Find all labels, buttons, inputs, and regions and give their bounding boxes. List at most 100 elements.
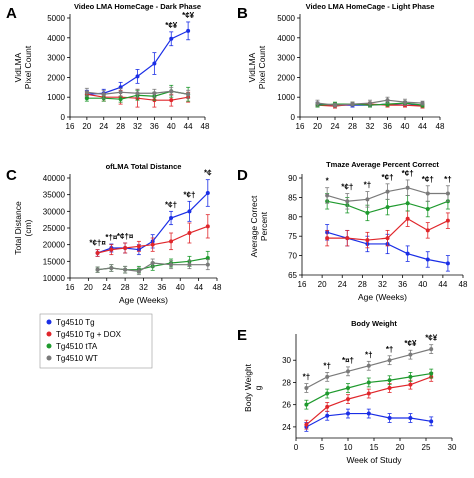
y-tick-label: 90 — [288, 174, 297, 183]
data-point — [169, 262, 174, 267]
series-TgDox — [304, 372, 434, 430]
data-point — [150, 242, 155, 247]
data-point — [385, 189, 390, 194]
significance-label: *¢† — [382, 173, 394, 182]
data-point — [346, 369, 350, 374]
chart-title: Video LMA HomeCage - Light Phase — [306, 2, 435, 11]
data-point — [205, 256, 210, 260]
x-tick-label: 28 — [121, 283, 130, 292]
x-tick-label: 32 — [133, 122, 142, 131]
data-point — [136, 244, 141, 249]
y-tick-label: 0 — [61, 113, 66, 122]
y-axis-label: VidLMAPixel Count — [13, 45, 33, 89]
panel-D: D Tmaze Average Percent Correct 16 20 24 28 32… — [237, 160, 468, 302]
significance-label: *† — [444, 175, 452, 184]
data-point — [408, 416, 413, 420]
data-point — [325, 404, 330, 409]
panel-E: E Body Weight 0 5 10 15 20 25 30 24 26 28 30 Week of … — [237, 319, 457, 465]
data-point — [387, 416, 392, 420]
x-tick-label: 0 — [294, 443, 299, 452]
data-point — [408, 382, 413, 387]
y-tick-label: 2000 — [47, 73, 65, 82]
series-Tg — [84, 21, 191, 99]
legend-label: Tg4510 tTA — [56, 342, 98, 351]
series-WT — [304, 344, 434, 393]
y-tick-label: 28 — [282, 378, 291, 387]
y-tick-label: 1000 — [277, 93, 295, 102]
x-tick-label: 20 — [313, 122, 322, 131]
significance-label: *¢† — [165, 200, 177, 209]
y-tick-label: 30 — [282, 356, 291, 365]
data-point — [420, 101, 425, 106]
data-point — [346, 411, 350, 416]
data-point — [429, 371, 434, 376]
series-tTA — [304, 368, 434, 410]
x-tick-label: 44 — [184, 122, 193, 131]
x-tick-label: 48 — [213, 283, 222, 292]
data-point — [425, 191, 430, 196]
x-tick-label: 16 — [66, 283, 75, 292]
x-tick-label: 40 — [418, 280, 427, 289]
y-tick-label: 35000 — [43, 191, 66, 200]
panel-A: A Video LMA HomeCage - Dark Phase 16 20 24 28… — [6, 2, 210, 131]
significance-label: *¢†¤ — [89, 239, 106, 248]
y-tick-label: 80 — [288, 213, 297, 222]
significance-label: * — [326, 177, 330, 186]
data-point — [405, 185, 410, 190]
x-tick-label: 24 — [338, 280, 347, 289]
y-tick-label: 15000 — [43, 257, 66, 266]
significance-label: *†¤ — [105, 233, 118, 242]
data-point — [366, 391, 371, 396]
data-point — [385, 236, 390, 241]
data-point — [387, 386, 392, 390]
x-tick-label: 36 — [398, 280, 407, 289]
data-point — [135, 74, 140, 79]
data-point — [186, 92, 191, 97]
y-tick-label: 4000 — [47, 34, 65, 43]
x-tick-label: 32 — [366, 122, 375, 131]
data-point — [387, 378, 392, 383]
y-tick-label: 25000 — [43, 224, 66, 233]
significance-label: *¢ — [204, 169, 212, 178]
y-tick-label: 4000 — [277, 34, 295, 43]
panel-B: B Video LMA HomeCage - Light Phase 16 20 24 2… — [237, 2, 445, 131]
legend-box — [39, 313, 153, 369]
x-tick-label: 20 — [396, 443, 405, 452]
data-point — [118, 97, 123, 102]
data-point — [187, 262, 192, 267]
significance-label: *† — [323, 361, 331, 370]
data-point — [187, 231, 192, 235]
data-point — [445, 261, 450, 266]
x-tick-label: 20 — [84, 283, 93, 292]
x-tick-label: 5 — [320, 443, 325, 452]
chart-title: Video LMA HomeCage - Dark Phase — [74, 2, 201, 11]
x-tick-label: 36 — [383, 122, 392, 131]
x-tick-label: 16 — [298, 280, 307, 289]
significance-label: *† — [303, 373, 311, 382]
data-point — [123, 267, 128, 272]
x-tick-label: 36 — [157, 283, 166, 292]
data-point — [346, 397, 350, 402]
data-point — [405, 251, 410, 256]
panel-letter: C — [6, 167, 17, 184]
legend-label: Tg4510 Tg + DOX — [56, 330, 122, 339]
data-point — [84, 96, 89, 101]
series-line — [97, 225, 209, 254]
y-tick-label: 0 — [291, 113, 296, 122]
data-point — [205, 224, 210, 229]
y-tick-label: 65 — [288, 271, 297, 280]
data-point — [169, 36, 174, 41]
y-tick-label: 75 — [288, 232, 297, 241]
data-point — [365, 238, 370, 243]
data-point — [304, 422, 309, 427]
data-point — [169, 89, 174, 94]
data-point — [445, 191, 450, 196]
legend-label: Tg4510 Tg — [56, 318, 95, 327]
y-tick-label: 26 — [282, 401, 291, 410]
data-point — [345, 199, 350, 204]
data-point — [169, 98, 174, 103]
x-tick-label: 32 — [378, 280, 387, 289]
series-TgDox — [95, 214, 210, 257]
